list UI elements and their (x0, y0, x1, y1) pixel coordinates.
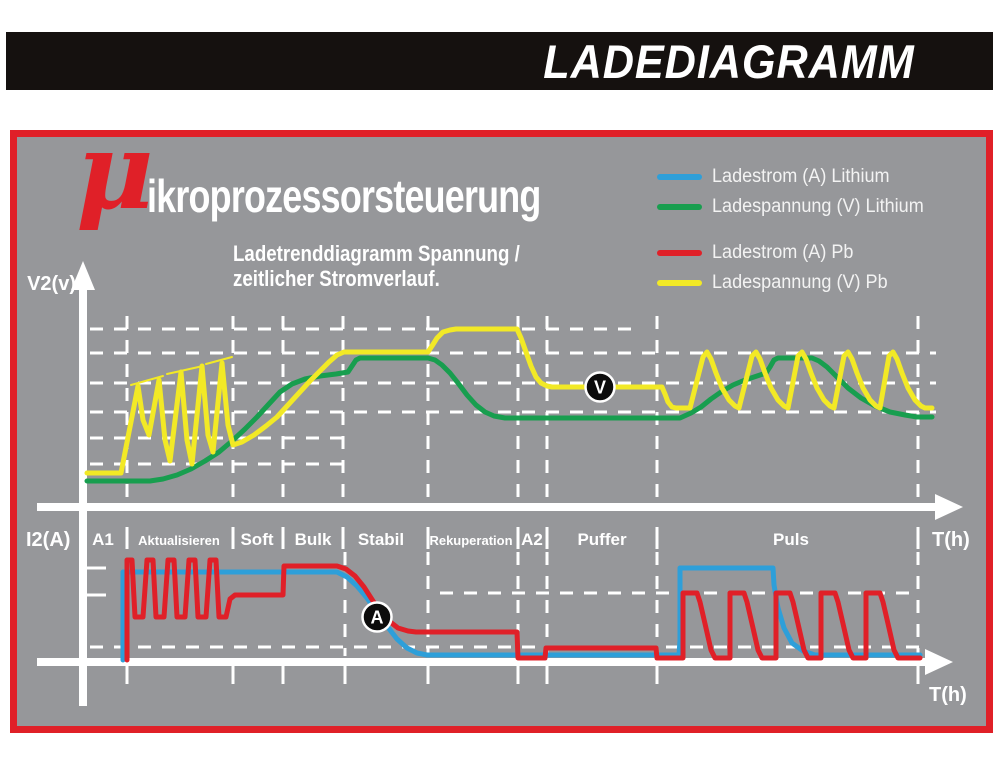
legend: Ladestrom (A) Lithium Ladespannung (V) Li… (657, 166, 935, 302)
series-voltage (84, 326, 935, 484)
chart-subtitle: Ladetrenddiagramm Spannung / zeitlicher … (233, 241, 520, 291)
legend-item-pb-current: Ladestrom (A) Pb (657, 242, 935, 264)
x-axis-top-arrowhead-icon (935, 494, 963, 520)
phase-label-puffer: Puffer (577, 530, 627, 549)
phase-label-aktualisieren: Aktualisieren (138, 533, 220, 548)
series-ladestrom-a-lithium (120, 565, 923, 663)
x-axis-label-top: T(h) (932, 529, 970, 551)
series-ladestrom-a-pb (124, 557, 923, 663)
chart-subtitle-line2: zeitlicher Stromverlauf. (233, 266, 440, 291)
series-ladespannung-v-lithium (84, 355, 935, 484)
legend-label-pb-voltage: Ladespannung (V) Pb (712, 272, 888, 293)
marker-v-circle (584, 371, 616, 403)
mu-glyph: μ (76, 108, 154, 233)
y-axis-label-voltage: V2(v) (27, 273, 76, 295)
phase-label-rekuperation: Rekuperation (429, 533, 512, 548)
legend-label-lithium-voltage: Ladespannung (V) Lithium (712, 196, 924, 217)
legend-swatch-pb-voltage (657, 280, 702, 286)
legend-label-lithium-current: Ladestrom (A) Lithium (712, 166, 890, 187)
chart: VA V2(v) I2(A) T(h) T(h) A1 Aktualisieren… (26, 261, 970, 706)
marker-a-label: A (371, 608, 384, 628)
series-pb-huellkurve-3 (205, 356, 233, 365)
legend-swatch-lithium-voltage (657, 204, 702, 210)
marker-v-label: V (594, 378, 606, 398)
legend-item-pb-voltage: Ladespannung (V) Pb (657, 272, 935, 294)
x-axis-bottom-arrowhead-icon (925, 649, 953, 675)
phase-label-a1: A1 (92, 530, 114, 549)
phase-label-puls: Puls (773, 530, 809, 549)
legend-swatch-lithium-current (657, 174, 702, 180)
y-axis-label-current: I2(A) (26, 529, 70, 551)
phase-label-bulk: Bulk (295, 530, 332, 549)
series-pb-huellkurve-2 (166, 365, 204, 375)
panel-title: ikroprozessorsteuerung (147, 170, 541, 222)
legend-label-pb-current: Ladestrom (A) Pb (712, 242, 854, 263)
series-pb-huellkurve-1 (130, 375, 164, 386)
phase-label-a2: A2 (521, 530, 543, 549)
x-axis-label-bottom: T(h) (929, 684, 967, 706)
phase-label-soft: Soft (240, 530, 273, 549)
gridlines (86, 316, 936, 684)
legend-item-lithium-current: Ladestrom (A) Lithium (657, 166, 935, 188)
chart-subtitle-line1: Ladetrenddiagramm Spannung / (233, 241, 520, 266)
series-current (120, 557, 923, 663)
banner: LADEDIAGRAMM (6, 32, 993, 90)
axes (37, 261, 963, 706)
legend-swatch-pb-current (657, 250, 702, 256)
legend-item-lithium-voltage: Ladespannung (V) Lithium (657, 196, 935, 218)
phase-label-stabil: Stabil (358, 530, 404, 549)
marker-a-circle (361, 601, 393, 633)
phase-labels: A1 Aktualisieren Soft Bulk Stabil Rekuperatio… (92, 530, 809, 549)
y-axis-arrowhead-icon (71, 261, 95, 290)
axis-labels: V2(v) I2(A) T(h) T(h) (26, 273, 970, 706)
series-ladespannung-v-pb (84, 326, 935, 476)
markers: VA (361, 371, 616, 633)
banner-title: LADEDIAGRAMM (543, 34, 915, 88)
